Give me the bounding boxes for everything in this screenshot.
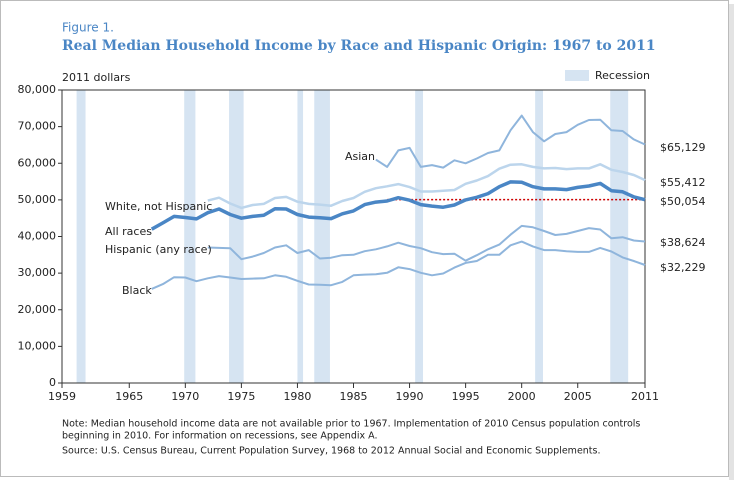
- recession-band: [314, 90, 330, 383]
- y-tick-label: 0: [49, 376, 56, 389]
- recession-band: [76, 90, 86, 383]
- y-tick-label: 40,000: [18, 230, 57, 243]
- legend-label: Recession: [595, 69, 650, 82]
- frame-shadow: [729, 4, 734, 480]
- series-label: Black: [122, 284, 152, 297]
- recession-band: [610, 90, 629, 383]
- end-value-label: $32,229: [660, 261, 706, 274]
- series-label: Asian: [345, 150, 375, 163]
- x-tick-label: 1970: [171, 390, 199, 403]
- x-tick-label: 1965: [115, 390, 143, 403]
- series-line: [207, 163, 646, 210]
- end-value-label: $55,412: [660, 176, 706, 189]
- y-tick-label: 80,000: [18, 83, 57, 96]
- legend-swatch: [565, 70, 589, 81]
- y-tick-label: 10,000: [18, 339, 57, 352]
- x-tick-label: 1980: [283, 390, 311, 403]
- x-tick-label: 1990: [396, 390, 424, 403]
- series-label: Hispanic (any race): [105, 243, 212, 256]
- x-tick-label: 2000: [508, 390, 536, 403]
- series-line: [151, 240, 646, 290]
- frame: [0, 0, 729, 477]
- series-line: [375, 114, 646, 169]
- series-line: [207, 224, 646, 262]
- y-tick-label: 30,000: [18, 266, 57, 279]
- y-tick-label: 50,000: [18, 193, 57, 206]
- end-value-label: $38,624: [660, 236, 706, 249]
- series-line: [150, 180, 646, 231]
- figure-label: Figure 1.: [62, 21, 114, 35]
- series-label: White, not Hispanic: [105, 200, 212, 213]
- x-tick-label: 1985: [340, 390, 368, 403]
- x-tick-label: 2011: [631, 390, 659, 403]
- chart-title: Real Median Household Income by Race and…: [62, 38, 656, 54]
- y-tick-label: 20,000: [18, 303, 57, 316]
- note: Note: Median household income data are n…: [62, 419, 640, 430]
- source: Source: U.S. Census Bureau, Current Popu…: [62, 446, 601, 457]
- recession-band: [297, 90, 304, 383]
- recession-band: [229, 90, 244, 383]
- x-tick-label: 1959: [48, 390, 76, 403]
- x-tick-label: 1975: [227, 390, 255, 403]
- end-value-label: $50,054: [660, 195, 706, 208]
- y-tick-label: 70,000: [18, 120, 57, 133]
- x-tick-label: 2005: [564, 390, 592, 403]
- y-axis-label: 2011 dollars: [62, 71, 131, 84]
- note: beginning in 2010. For information on re…: [62, 431, 377, 442]
- series-label: All races: [105, 225, 152, 238]
- y-tick-label: 60,000: [18, 156, 57, 169]
- recession-band: [184, 90, 196, 383]
- recession-band: [535, 90, 543, 383]
- x-tick-label: 1995: [452, 390, 480, 403]
- end-value-label: $65,129: [660, 141, 706, 154]
- recession-band: [415, 90, 424, 383]
